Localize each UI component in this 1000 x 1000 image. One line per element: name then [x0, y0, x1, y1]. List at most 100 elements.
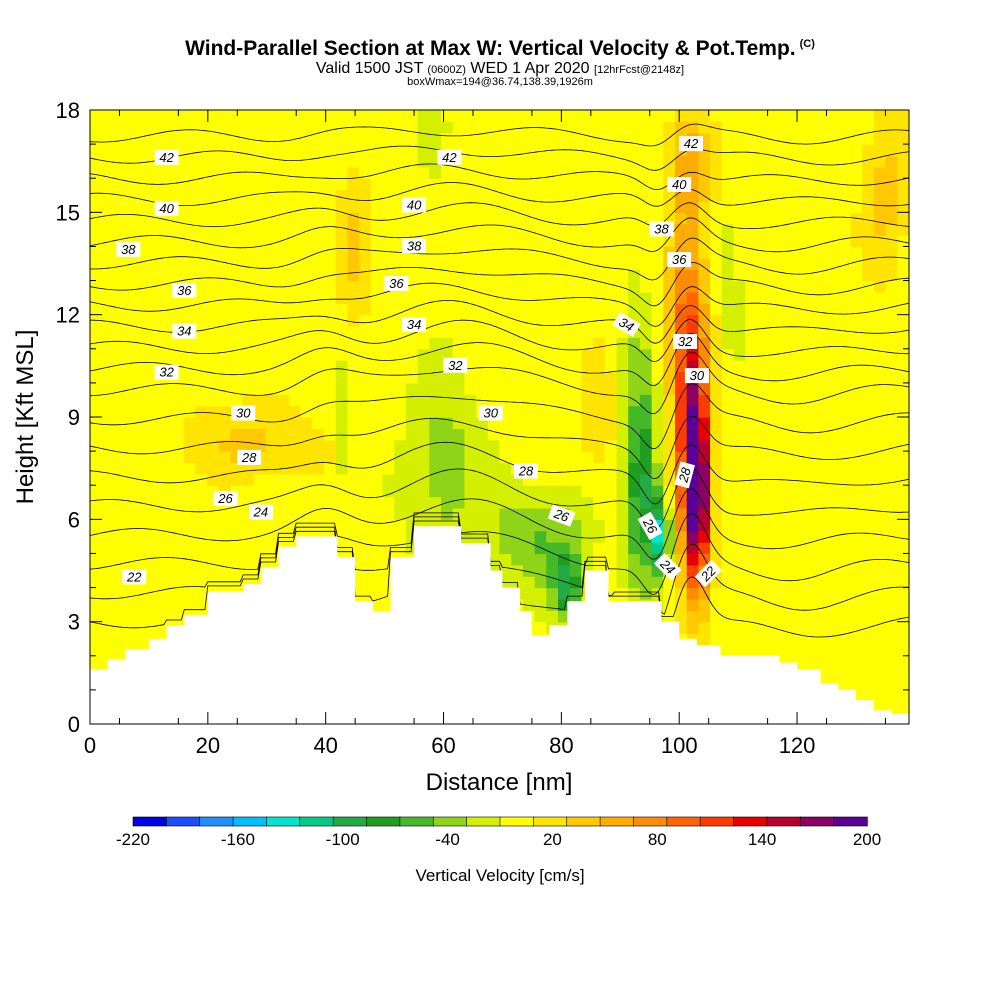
- velocity-cell: [710, 132, 723, 145]
- velocity-cell: [265, 212, 278, 225]
- velocity-cell: [862, 473, 875, 486]
- velocity-cell: [558, 223, 571, 236]
- velocity-cell: [335, 155, 348, 168]
- velocity-cell: [768, 155, 781, 168]
- velocity-cell: [569, 269, 582, 282]
- velocity-cell: [90, 542, 103, 555]
- velocity-cell: [897, 667, 909, 680]
- velocity-cell: [616, 178, 629, 191]
- velocity-cell: [136, 462, 150, 475]
- velocity-cell: [429, 189, 442, 202]
- velocity-cell: [604, 291, 618, 304]
- velocity-cell: [850, 371, 863, 384]
- velocity-cell: [195, 189, 208, 202]
- velocity-cell: [312, 212, 325, 225]
- velocity-cell: [370, 269, 384, 282]
- velocity-cell: [148, 439, 161, 452]
- velocity-cell: [628, 155, 641, 168]
- velocity-cell: [838, 667, 852, 680]
- velocity-cell: [90, 280, 103, 293]
- velocity-cell: [429, 360, 442, 373]
- velocity-cell: [593, 507, 606, 520]
- velocity-cell: [347, 360, 360, 373]
- velocity-cell: [370, 132, 384, 145]
- velocity-cell: [499, 132, 512, 145]
- velocity-cell: [253, 417, 267, 429]
- velocity-cell: [370, 360, 384, 373]
- velocity-cell: [476, 485, 489, 498]
- velocity-cell: [183, 246, 196, 259]
- theta-label-bg: [649, 221, 674, 237]
- velocity-cell: [113, 564, 126, 577]
- velocity-cell: [417, 462, 430, 475]
- velocity-cell: [780, 337, 793, 350]
- velocity-cell: [183, 257, 196, 270]
- velocity-cell: [745, 462, 758, 475]
- velocity-cell: [616, 155, 629, 168]
- velocity-cell: [721, 360, 735, 373]
- velocity-cell: [195, 417, 208, 429]
- velocity-cell: [90, 212, 103, 225]
- velocity-cell: [885, 485, 898, 498]
- velocity-cell: [429, 235, 442, 248]
- velocity-cell: [873, 280, 887, 293]
- velocity-cell: [581, 132, 594, 145]
- velocity-cell: [745, 223, 758, 236]
- velocity-cell: [171, 223, 185, 236]
- velocity-cell: [335, 394, 348, 407]
- theta-label: 28: [674, 461, 695, 489]
- velocity-cell: [604, 235, 618, 248]
- velocity-cell: [675, 405, 688, 418]
- velocity-cell: [756, 621, 770, 634]
- velocity-cell: [733, 166, 746, 179]
- velocity-cell: [581, 235, 594, 248]
- velocity-cell: [370, 473, 384, 486]
- velocity-cell: [183, 155, 196, 168]
- theta-label-bg: [237, 449, 262, 465]
- velocity-cell: [487, 530, 501, 543]
- velocity-cell: [324, 110, 337, 122]
- theta-label: 24: [248, 504, 273, 520]
- velocity-cell: [499, 405, 512, 418]
- velocity-cell: [815, 633, 828, 646]
- velocity-cell: [312, 200, 325, 213]
- velocity-cell: [230, 564, 243, 577]
- velocity-cell: [850, 587, 863, 600]
- velocity-cell: [815, 382, 828, 395]
- velocity-cell: [476, 166, 489, 179]
- velocity-cell: [405, 257, 419, 270]
- velocity-cell: [394, 132, 407, 145]
- velocity-cell: [710, 110, 723, 122]
- velocity-cell: [101, 507, 114, 520]
- velocity-cell: [803, 189, 816, 202]
- theta-label: 40: [154, 200, 179, 216]
- velocity-cell: [756, 576, 770, 589]
- velocity-cell: [803, 451, 816, 464]
- velocity-cell: [873, 633, 887, 646]
- velocity-cell: [558, 451, 571, 464]
- velocity-cell: [300, 212, 313, 225]
- velocity-cell: [359, 314, 372, 327]
- velocity-cell: [417, 223, 430, 236]
- velocity-cell: [487, 360, 501, 373]
- velocity-cell: [827, 405, 840, 418]
- velocity-cell: [441, 200, 454, 213]
- velocity-cell: [593, 223, 606, 236]
- velocity-cell: [218, 166, 231, 179]
- velocity-cell: [581, 314, 594, 327]
- velocity-cell: [873, 382, 887, 395]
- velocity-cell: [698, 428, 711, 441]
- velocity-cell: [335, 428, 348, 441]
- velocity-cell: [569, 178, 582, 191]
- velocity-cell: [815, 178, 828, 191]
- theta-label-bg: [116, 241, 141, 257]
- velocity-cell: [698, 269, 711, 282]
- theta-label-text: 32: [159, 365, 174, 380]
- velocity-cell: [101, 564, 114, 577]
- velocity-cell: [745, 360, 758, 373]
- velocity-cell: [815, 348, 828, 361]
- velocity-cell: [756, 507, 770, 520]
- velocity-cell: [862, 655, 875, 668]
- velocity-cell: [873, 132, 887, 145]
- velocity-cell: [534, 348, 547, 361]
